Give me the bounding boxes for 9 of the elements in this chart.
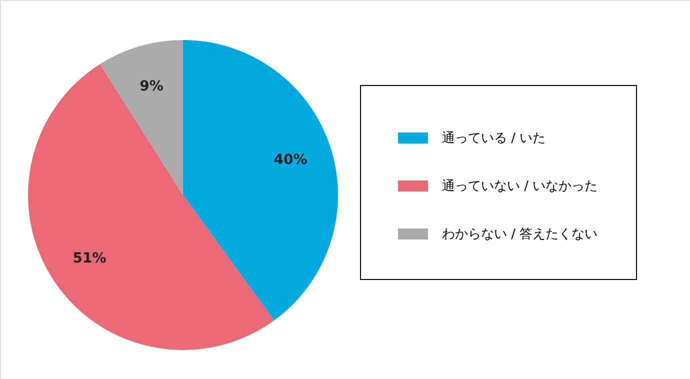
data-label: 51% bbox=[72, 250, 106, 267]
legend-label: 通っていない / いなかった bbox=[442, 179, 598, 194]
data-label: 40% bbox=[274, 152, 308, 168]
pie-slice bbox=[28, 64, 274, 350]
pie-slice bbox=[183, 40, 338, 320]
data-label: 9% bbox=[140, 78, 164, 94]
legend-label: 通っている / いた bbox=[442, 131, 546, 146]
legend-label: わからない / 答えたくない bbox=[442, 227, 598, 242]
pie-slice bbox=[100, 40, 183, 195]
